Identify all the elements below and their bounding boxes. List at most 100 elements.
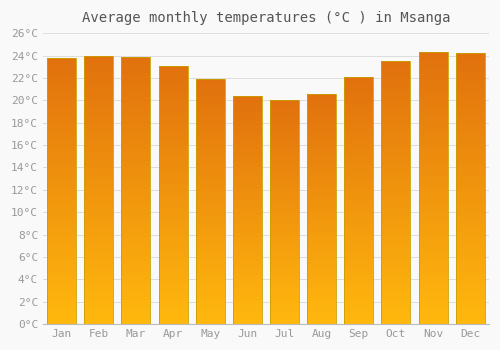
Bar xyxy=(307,289,336,292)
Bar xyxy=(344,166,374,168)
Bar xyxy=(418,166,448,169)
Bar xyxy=(382,198,410,201)
Bar xyxy=(456,102,485,105)
Bar xyxy=(418,63,448,66)
Bar xyxy=(382,174,410,177)
Bar xyxy=(456,162,485,164)
Bar xyxy=(122,99,150,102)
Bar xyxy=(84,141,113,144)
Bar xyxy=(344,203,374,205)
Bar xyxy=(456,259,485,262)
Bar xyxy=(382,72,410,74)
Bar xyxy=(382,256,410,258)
Bar xyxy=(418,158,448,161)
Bar xyxy=(382,293,410,295)
Bar xyxy=(344,228,374,230)
Bar xyxy=(196,263,224,265)
Bar xyxy=(122,316,150,319)
Bar xyxy=(47,162,76,164)
Bar xyxy=(158,223,188,226)
Bar xyxy=(47,210,76,212)
Bar xyxy=(382,279,410,282)
Bar xyxy=(158,306,188,309)
Bar xyxy=(382,232,410,234)
Bar xyxy=(158,270,188,272)
Bar xyxy=(196,229,224,231)
Bar xyxy=(456,278,485,281)
Bar xyxy=(270,161,299,163)
Bar xyxy=(418,115,448,118)
Bar xyxy=(158,117,188,120)
Bar xyxy=(307,271,336,273)
Bar xyxy=(418,142,448,145)
Bar xyxy=(158,233,188,236)
Bar xyxy=(122,174,150,177)
Bar xyxy=(307,93,336,96)
Bar xyxy=(307,119,336,121)
Bar xyxy=(196,258,224,260)
Bar xyxy=(307,176,336,179)
Bar xyxy=(84,310,113,313)
Bar xyxy=(158,91,188,94)
Bar xyxy=(233,141,262,144)
Bar xyxy=(158,148,188,151)
Bar xyxy=(47,87,76,90)
Bar xyxy=(84,217,113,219)
Bar xyxy=(344,302,374,304)
Bar xyxy=(158,200,188,203)
Bar xyxy=(122,73,150,75)
Bar xyxy=(270,174,299,176)
Bar xyxy=(382,311,410,314)
Bar xyxy=(344,285,374,287)
Bar xyxy=(456,229,485,232)
Bar xyxy=(307,285,336,287)
Bar xyxy=(418,204,448,207)
Bar xyxy=(158,213,188,216)
Bar xyxy=(270,123,299,125)
Bar xyxy=(47,241,76,244)
Bar xyxy=(122,217,150,220)
Bar xyxy=(84,80,113,83)
Bar xyxy=(47,164,76,167)
Bar xyxy=(307,140,336,142)
Bar xyxy=(196,96,224,99)
Bar xyxy=(47,108,76,111)
Bar xyxy=(418,223,448,226)
Bar xyxy=(307,276,336,278)
Bar xyxy=(158,187,188,190)
Bar xyxy=(196,253,224,255)
Bar xyxy=(344,277,374,280)
Bar xyxy=(344,151,374,153)
Bar xyxy=(270,149,299,152)
Bar xyxy=(382,169,410,171)
Bar xyxy=(270,313,299,315)
Bar xyxy=(47,265,76,268)
Bar xyxy=(344,139,374,141)
Bar xyxy=(196,197,224,199)
Bar xyxy=(196,290,224,292)
Bar xyxy=(233,246,262,249)
Bar xyxy=(196,133,224,135)
Bar xyxy=(233,139,262,141)
Bar xyxy=(233,178,262,180)
Bar xyxy=(418,82,448,85)
Bar xyxy=(196,150,224,153)
Bar xyxy=(47,279,76,281)
Bar xyxy=(270,199,299,201)
Bar xyxy=(233,276,262,278)
Bar xyxy=(122,284,150,287)
Bar xyxy=(382,103,410,106)
Bar xyxy=(84,61,113,64)
Bar xyxy=(84,115,113,117)
Bar xyxy=(158,184,188,187)
Bar xyxy=(344,126,374,129)
Bar xyxy=(158,246,188,249)
Bar xyxy=(382,79,410,82)
Bar xyxy=(84,228,113,230)
Bar xyxy=(122,107,150,110)
Bar xyxy=(233,208,262,210)
Bar xyxy=(270,221,299,223)
Bar xyxy=(418,234,448,237)
Bar xyxy=(382,321,410,324)
Bar xyxy=(382,287,410,290)
